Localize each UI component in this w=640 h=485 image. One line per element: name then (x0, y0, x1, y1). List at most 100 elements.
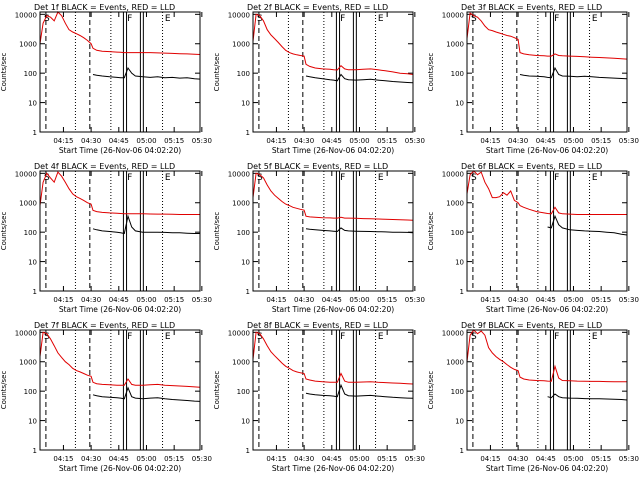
y-tick-label: 1 (246, 129, 250, 137)
x-tick-label: 05:30 (192, 455, 212, 463)
x-tick-label: 04:30 (294, 455, 314, 463)
panel-title: Det 3f BLACK = Events, RED = LLD (461, 3, 602, 12)
x-tick-label: 05:30 (405, 296, 425, 304)
panel-title: Det 5f BLACK = Events, RED = LLD (247, 162, 388, 171)
y-tick-label: 100 (237, 70, 250, 78)
y-tick-label: 10000 (15, 170, 37, 178)
y-axis-label: Counts/sec (0, 53, 8, 92)
y-tick-label: 10 (28, 259, 37, 267)
series-line-events (92, 386, 201, 402)
y-axis-label: Counts/sec (427, 212, 435, 251)
y-tick-label: 10 (28, 100, 37, 108)
x-tick-label: 04:45 (536, 296, 556, 304)
series-line-lld (466, 170, 627, 215)
x-tick-label: 04:15 (480, 455, 500, 463)
x-axis-label: Start Time (26-Nov-06 04:02:20) (272, 305, 394, 314)
plot-frame (466, 170, 628, 292)
x-axis-label: Start Time (26-Nov-06 04:02:20) (486, 305, 608, 314)
y-tick-label: 1000 (446, 200, 464, 208)
series-line-events (547, 214, 628, 236)
x-tick-label: 04:30 (81, 137, 101, 145)
x-tick-label: 04:45 (109, 455, 129, 463)
series-line-lld (466, 12, 628, 60)
marker-label-s: S (471, 14, 477, 24)
marker-label-f: F (127, 173, 132, 183)
marker-label-f: F (340, 332, 345, 342)
marker-label-f: F (554, 173, 559, 183)
y-axis-label: Counts/sec (427, 53, 435, 92)
panel-det-7: Det 7f BLACK = Events, RED = LLD 1 10 100 10… (0, 321, 212, 473)
x-tick-label: 04:30 (294, 137, 314, 145)
y-tick-label: 10 (455, 100, 464, 108)
x-tick-label: 04:15 (480, 296, 500, 304)
x-tick-label: 04:15 (266, 296, 286, 304)
y-axis-label: Counts/sec (213, 53, 221, 92)
panel-title: Det 7f BLACK = Events, RED = LLD (34, 321, 175, 330)
marker-label-f: F (127, 14, 132, 24)
plot-frame (39, 170, 201, 292)
y-tick-label: 10 (241, 259, 250, 267)
marker-label-s: S (257, 14, 263, 24)
marker-label-e: E (592, 332, 598, 342)
x-tick-label: 05:30 (619, 455, 639, 463)
marker-label-s: S (44, 332, 50, 342)
marker-label-e: E (378, 332, 384, 342)
y-tick-label: 100 (451, 229, 464, 237)
series-line-events (305, 383, 414, 399)
x-tick-label: 05:15 (164, 455, 184, 463)
x-tick-label: 05:30 (619, 137, 639, 145)
y-tick-label: 1000 (19, 359, 37, 367)
x-tick-label: 04:15 (480, 137, 500, 145)
x-tick-label: 05:30 (405, 137, 425, 145)
x-tick-label: 05:15 (377, 296, 397, 304)
y-tick-label: 10000 (15, 11, 37, 19)
x-tick-label: 05:00 (349, 137, 369, 145)
x-axis-label: Start Time (26-Nov-06 04:02:20) (486, 464, 608, 473)
series-line-lld (466, 329, 627, 383)
marker-label-e: E (378, 14, 384, 24)
marker-label-f: F (340, 173, 345, 183)
x-tick-label: 04:30 (294, 296, 314, 304)
x-axis-label: Start Time (26-Nov-06 04:02:20) (59, 464, 181, 473)
y-tick-label: 1000 (446, 41, 464, 49)
y-tick-label: 1 (33, 129, 37, 137)
y-tick-label: 10000 (15, 329, 37, 337)
x-tick-label: 05:30 (405, 455, 425, 463)
x-tick-label: 05:00 (136, 455, 156, 463)
panel-det-4: Det 4f BLACK = Events, RED = LLD 1 10 100 10… (0, 162, 212, 314)
series-line-lld (252, 13, 414, 75)
series-line-events (305, 227, 414, 234)
x-tick-label: 05:15 (377, 455, 397, 463)
plot-frame (252, 329, 414, 451)
y-tick-label: 1 (33, 447, 37, 455)
marker-label-e: E (592, 14, 598, 24)
marker-label-s: S (257, 332, 263, 342)
x-tick-label: 04:45 (536, 137, 556, 145)
x-tick-label: 04:45 (109, 296, 129, 304)
x-tick-label: 04:45 (536, 455, 556, 463)
x-tick-label: 04:45 (322, 296, 342, 304)
plot-frame (39, 329, 201, 451)
y-tick-label: 1000 (19, 41, 37, 49)
marker-label-s: S (471, 173, 477, 183)
marker-label-s: S (44, 14, 50, 24)
panel-title: Det 1f BLACK = Events, RED = LLD (34, 3, 175, 12)
marker-label-e: E (165, 14, 171, 24)
panel-det-3: Det 3f BLACK = Events, RED = LLD 1 10 100 10… (427, 3, 639, 155)
marker-label-f: F (127, 332, 132, 342)
x-tick-label: 05:00 (349, 455, 369, 463)
x-tick-label: 05:00 (563, 296, 583, 304)
y-axis-label: Counts/sec (427, 371, 435, 410)
x-tick-label: 04:30 (508, 137, 528, 145)
y-tick-label: 100 (451, 70, 464, 78)
x-tick-label: 04:15 (266, 455, 286, 463)
y-tick-label: 10 (28, 418, 37, 426)
y-tick-label: 10000 (228, 170, 250, 178)
y-tick-label: 1000 (232, 359, 250, 367)
panel-title: Det 8f BLACK = Events, RED = LLD (247, 321, 388, 330)
x-tick-label: 04:30 (81, 296, 101, 304)
x-tick-label: 04:30 (508, 455, 528, 463)
plot-frame (466, 11, 628, 133)
y-axis-label: Counts/sec (213, 212, 221, 251)
